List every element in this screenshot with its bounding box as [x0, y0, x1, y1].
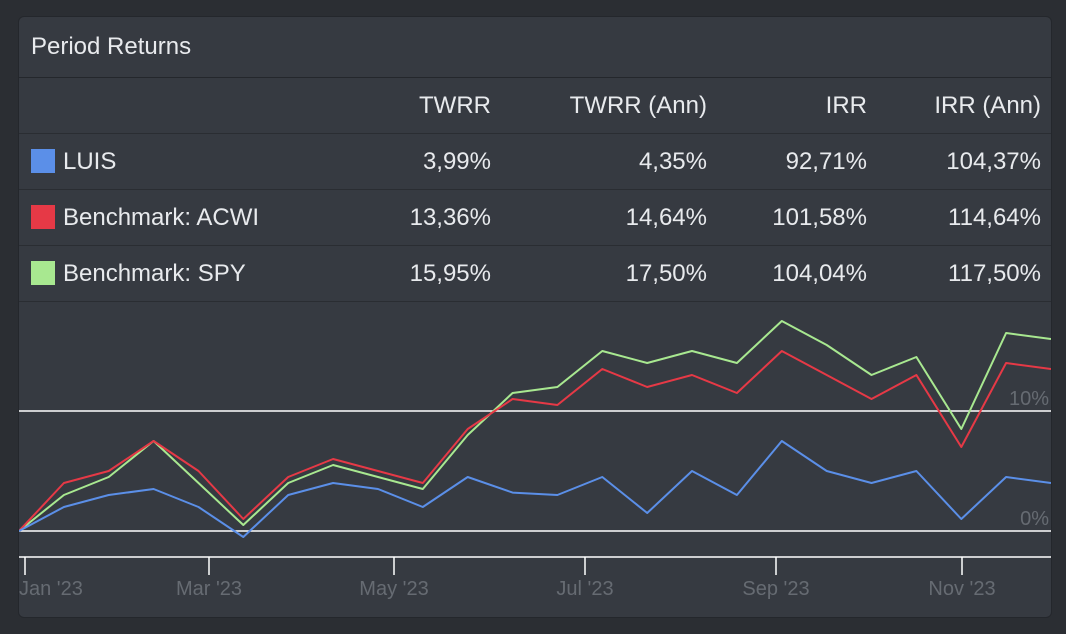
row-name-cell: Benchmark: ACWI	[19, 189, 349, 246]
irr-ann-cell: 104,37%	[867, 133, 1051, 190]
twrr-ann-cell: 4,35%	[491, 133, 707, 190]
series-line-benchmark-spy	[19, 320, 1051, 532]
x-tick-label: May '23	[359, 578, 428, 600]
irr-ann-cell: 117,50%	[867, 245, 1051, 302]
irr-cell: 101,58%	[707, 189, 867, 246]
column-header-irr[interactable]: IRR	[707, 78, 867, 134]
panel-title: Period Returns	[19, 17, 1051, 78]
table-row[interactable]: Benchmark: ACWI 13,36% 14,64% 101,58% 11…	[19, 189, 1051, 246]
series-color-swatch	[31, 260, 55, 285]
x-tick-label: Sep '23	[742, 578, 809, 600]
column-header-twrr-ann[interactable]: TWRR (Ann)	[491, 78, 707, 134]
row-name-cell: LUIS	[19, 133, 349, 190]
column-header-name	[19, 78, 349, 134]
table-header-row: TWRR TWRR (Ann) IRR IRR (Ann)	[19, 78, 1051, 134]
series-line-luis	[19, 440, 1051, 538]
x-tick-label: Jul '23	[556, 578, 613, 600]
twrr-cell: 15,95%	[349, 245, 491, 302]
twrr-ann-cell: 17,50%	[491, 245, 707, 302]
x-tick-label: Nov '23	[928, 578, 995, 600]
y-tick-label: 10%	[1009, 388, 1049, 410]
row-name-cell: Benchmark: SPY	[19, 245, 349, 302]
irr-ann-cell: 114,64%	[867, 189, 1051, 246]
returns-line-chart[interactable]: 0% 10% Jan '23 Mar '23 May '23 Jul '23 Sep '23…	[19, 301, 1052, 618]
column-header-irr-ann[interactable]: IRR (Ann)	[867, 78, 1051, 134]
y-tick-label: 0%	[1020, 508, 1049, 530]
series-color-swatch	[31, 148, 55, 173]
period-returns-panel: Period Returns TWRR TWRR (Ann) IRR IRR (…	[18, 16, 1052, 618]
table-row[interactable]: LUIS 3,99% 4,35% 92,71% 104,37%	[19, 133, 1051, 190]
twrr-cell: 3,99%	[349, 133, 491, 190]
row-name: LUIS	[63, 147, 117, 175]
row-name: Benchmark: SPY	[63, 259, 246, 287]
irr-cell: 92,71%	[707, 133, 867, 190]
row-name: Benchmark: ACWI	[63, 203, 260, 231]
twrr-ann-cell: 14,64%	[491, 189, 707, 246]
x-tick-label: Mar '23	[176, 578, 242, 600]
twrr-cell: 13,36%	[349, 189, 491, 246]
returns-chart[interactable]: 0% 10% Jan '23 Mar '23 May '23 Jul '23 Sep '23…	[19, 301, 1052, 618]
irr-cell: 104,04%	[707, 245, 867, 302]
returns-table: TWRR TWRR (Ann) IRR IRR (Ann) LUIS 3,99%…	[19, 78, 1051, 302]
column-header-twrr[interactable]: TWRR	[349, 78, 491, 134]
series-line-benchmark-acwi	[19, 350, 1051, 532]
series-color-swatch	[31, 204, 55, 229]
x-tick-label: Jan '23	[19, 578, 83, 600]
table-row[interactable]: Benchmark: SPY 15,95% 17,50% 104,04% 117…	[19, 245, 1051, 302]
